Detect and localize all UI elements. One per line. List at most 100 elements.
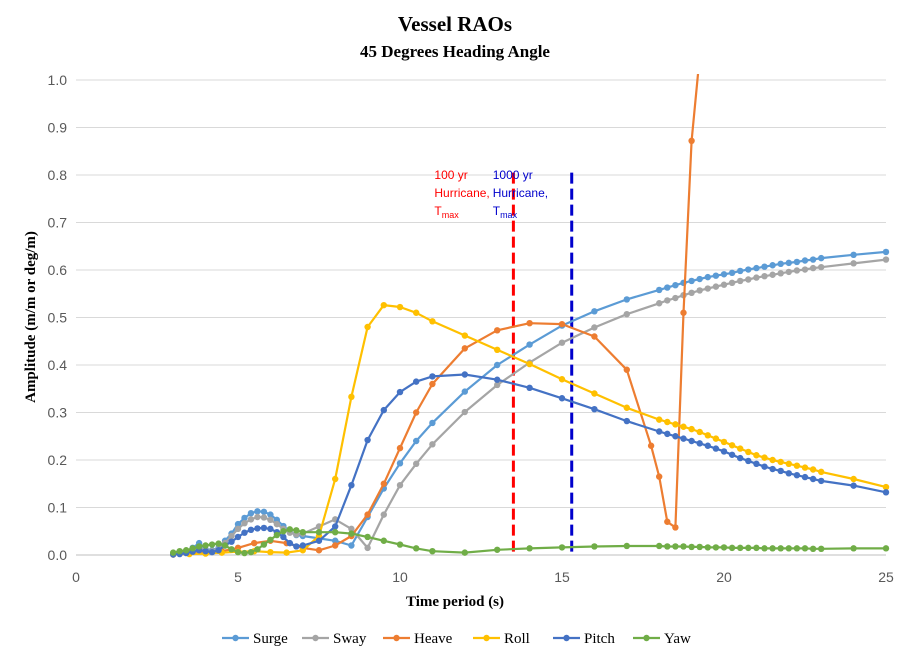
data-point-heave: [623, 366, 630, 373]
data-point-roll: [364, 323, 371, 331]
y-tick-label: 0.8: [48, 167, 68, 183]
legend-label-roll: Roll: [504, 631, 530, 647]
data-point-surge: [623, 296, 630, 303]
plot-series: [170, 74, 890, 558]
data-point-yaw: [195, 543, 203, 550]
data-point-sway: [348, 525, 355, 533]
data-point-pitch: [801, 473, 809, 481]
data-point-pitch: [818, 477, 825, 485]
data-point-pitch: [720, 448, 728, 455]
y-tick-label: 0.3: [48, 405, 68, 421]
data-point-yaw: [688, 543, 695, 551]
data-point-pitch: [809, 475, 817, 483]
data-point-yaw: [273, 531, 281, 539]
data-point-pitch: [623, 417, 630, 425]
data-point-yaw: [260, 541, 268, 548]
data-point-yaw: [234, 548, 242, 556]
data-point-heave: [664, 518, 671, 525]
data-point-heave: [315, 547, 323, 554]
data-point-yaw: [364, 533, 371, 541]
data-point-sway: [364, 544, 371, 552]
data-point-sway: [753, 274, 760, 281]
data-point-roll: [348, 393, 355, 401]
legend-marker-sway: [312, 634, 319, 642]
data-point-surge: [745, 266, 752, 273]
data-point-pitch: [429, 373, 436, 380]
data-point-yaw: [228, 546, 235, 553]
data-point-roll: [664, 418, 671, 426]
data-point-surge: [737, 267, 744, 275]
data-point-heave: [558, 320, 566, 328]
data-point-surge: [785, 259, 792, 267]
x-tick-labels: 0 5 10 15 20 25: [72, 569, 894, 585]
data-point-roll: [623, 404, 630, 411]
data-point-roll: [267, 548, 274, 556]
data-point-sway: [494, 381, 501, 389]
data-point-pitch: [247, 526, 255, 534]
data-point-yaw: [380, 537, 387, 544]
data-point-sway: [809, 264, 817, 272]
data-point-pitch: [494, 376, 501, 383]
data-point-roll: [720, 438, 728, 446]
data-point-surge: [234, 520, 242, 528]
data-point-roll: [283, 549, 290, 556]
data-point-sway: [728, 279, 736, 287]
data-point-pitch: [299, 542, 306, 549]
data-point-sway: [461, 408, 468, 416]
data-point-yaw: [769, 545, 776, 552]
data-point-roll: [761, 454, 768, 461]
x-tick-label: 20: [716, 569, 732, 585]
data-point-yaw: [267, 536, 274, 543]
y-tick-label: 0.7: [48, 215, 68, 231]
y-tick-label: 0.4: [48, 357, 68, 373]
data-point-yaw: [623, 542, 630, 550]
annotation-text: Hurricane,: [493, 186, 548, 200]
data-point-yaw: [850, 545, 857, 552]
data-point-pitch: [241, 529, 248, 536]
legend-label-sway: Sway: [333, 631, 367, 647]
data-point-surge: [494, 361, 501, 369]
data-point-roll: [558, 376, 566, 383]
y-tick-label: 0.6: [48, 262, 68, 278]
x-tick-label: 0: [72, 569, 80, 585]
data-point-yaw: [761, 545, 768, 552]
data-point-yaw: [299, 529, 306, 536]
data-point-yaw: [280, 528, 287, 535]
data-point-roll: [818, 468, 825, 476]
data-point-yaw: [809, 545, 817, 553]
data-point-sway: [228, 532, 235, 540]
data-point-sway: [241, 519, 248, 527]
data-point-yaw: [494, 546, 501, 553]
data-point-yaw: [737, 544, 744, 552]
data-point-pitch: [558, 395, 566, 402]
data-point-sway: [737, 277, 744, 285]
data-point-sway: [558, 339, 566, 346]
data-point-pitch: [202, 548, 209, 555]
data-point-sway: [273, 520, 281, 528]
data-point-sway: [793, 267, 801, 274]
data-point-yaw: [672, 543, 679, 550]
data-point-yaw: [664, 543, 671, 550]
data-point-surge: [712, 272, 720, 279]
data-point-yaw: [176, 548, 183, 555]
data-point-surge: [348, 542, 355, 549]
legend-marker-roll: [483, 634, 490, 642]
legend-label-heave: Heave: [414, 631, 453, 647]
data-point-sway: [672, 294, 679, 302]
data-point-sway: [591, 324, 598, 331]
data-point-yaw: [315, 529, 323, 536]
data-point-yaw: [793, 545, 801, 552]
data-point-yaw: [202, 542, 209, 549]
data-point-surge: [664, 284, 671, 291]
data-point-heave: [429, 380, 436, 388]
data-point-yaw: [801, 545, 809, 552]
data-point-sway: [818, 263, 825, 271]
legend-marker-pitch: [563, 634, 570, 642]
data-point-pitch: [882, 489, 890, 496]
data-point-pitch: [215, 547, 222, 554]
series-line-roll: [173, 304, 887, 556]
legend-label-yaw: Yaw: [664, 631, 691, 647]
data-point-pitch: [254, 525, 261, 532]
data-point-yaw: [332, 529, 339, 536]
data-point-roll: [704, 432, 711, 439]
